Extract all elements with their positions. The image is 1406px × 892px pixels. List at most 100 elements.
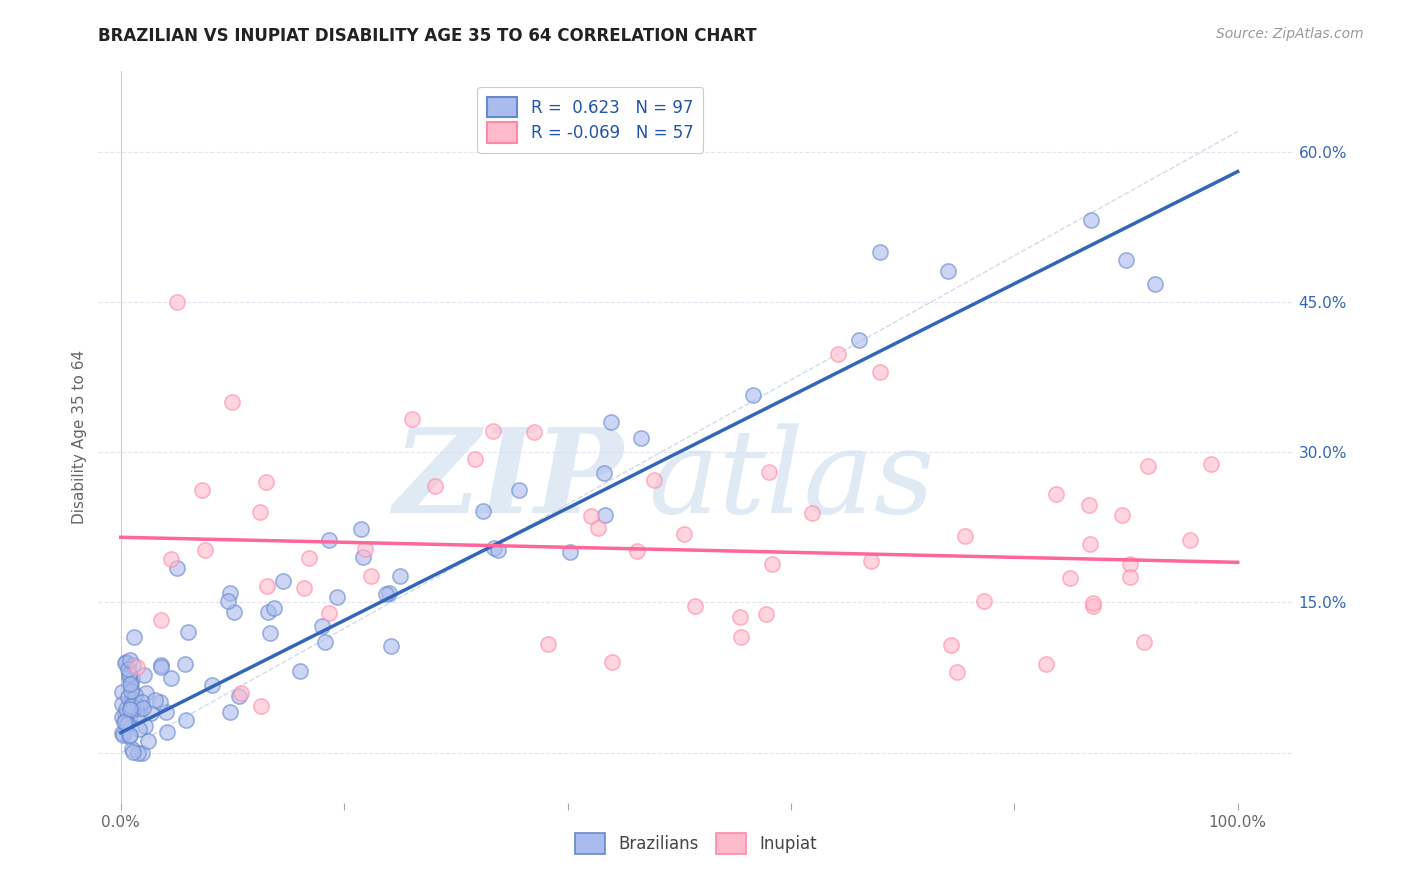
Point <box>117 729 139 743</box>
Point <box>128 722 150 736</box>
Point <box>117 667 139 681</box>
Point <box>166 294 188 309</box>
Point <box>263 601 285 615</box>
Point <box>1080 212 1102 227</box>
Point <box>111 710 134 724</box>
Point <box>115 702 138 716</box>
Point <box>869 365 891 379</box>
Point <box>122 693 145 707</box>
Point <box>1081 599 1104 613</box>
Point <box>114 714 136 728</box>
Point <box>1201 457 1223 471</box>
Point <box>588 521 610 535</box>
Point <box>488 542 510 557</box>
Point <box>375 587 398 601</box>
Point <box>630 430 652 444</box>
Point <box>318 533 340 548</box>
Point <box>1136 459 1159 474</box>
Point <box>156 724 179 739</box>
Point <box>221 395 243 409</box>
Point <box>117 690 139 704</box>
Point <box>194 543 217 558</box>
Point <box>155 705 177 719</box>
Point <box>352 549 374 564</box>
Point <box>271 574 294 589</box>
Point <box>325 590 347 604</box>
Point <box>288 664 311 678</box>
Point <box>122 630 145 644</box>
Point <box>1035 657 1057 671</box>
Point <box>1078 537 1101 551</box>
Point <box>464 451 486 466</box>
Point <box>973 594 995 608</box>
Point <box>127 659 149 673</box>
Point <box>111 725 134 739</box>
Point <box>742 388 765 402</box>
Point <box>472 504 495 518</box>
Point <box>125 700 148 714</box>
Point <box>292 581 315 595</box>
Point <box>118 701 141 715</box>
Point <box>1119 558 1142 572</box>
Point <box>482 424 505 438</box>
Text: BRAZILIAN VS INUPIAT DISABILITY AGE 35 TO 64 CORRELATION CHART: BRAZILIAN VS INUPIAT DISABILITY AGE 35 T… <box>98 27 756 45</box>
Point <box>128 706 150 721</box>
Point <box>120 677 142 691</box>
Point <box>946 665 969 680</box>
Point <box>118 653 141 667</box>
Point <box>141 706 163 721</box>
Point <box>121 703 143 717</box>
Point <box>593 508 616 522</box>
Point <box>1143 277 1166 292</box>
Text: ZIP: ZIP <box>394 424 624 539</box>
Point <box>121 741 143 756</box>
Point <box>120 699 142 714</box>
Point <box>111 685 134 699</box>
Point <box>626 544 648 558</box>
Point <box>177 625 200 640</box>
Point <box>673 527 696 541</box>
Y-axis label: Disability Age 35 to 64: Disability Age 35 to 64 <box>72 350 87 524</box>
Point <box>350 522 373 536</box>
Point <box>118 728 141 742</box>
Point <box>120 709 142 723</box>
Point <box>254 475 277 489</box>
Point <box>131 746 153 760</box>
Point <box>560 544 582 558</box>
Text: Source: ZipAtlas.com: Source: ZipAtlas.com <box>1216 27 1364 41</box>
Point <box>869 244 891 259</box>
Point <box>159 551 181 566</box>
Point <box>114 657 136 671</box>
Point <box>249 505 271 519</box>
Point <box>423 479 446 493</box>
Point <box>111 697 134 711</box>
Point <box>1045 486 1067 500</box>
Point <box>166 560 188 574</box>
Point <box>256 579 278 593</box>
Point <box>600 415 623 429</box>
Point <box>118 670 141 684</box>
Point <box>311 619 333 633</box>
Point <box>134 719 156 733</box>
Point <box>191 483 214 498</box>
Point <box>219 585 242 599</box>
Point <box>121 693 143 707</box>
Point <box>1078 498 1101 512</box>
Point <box>1178 533 1201 547</box>
Point <box>149 613 172 627</box>
Point <box>643 473 665 487</box>
Point <box>132 701 155 715</box>
Point <box>761 558 783 572</box>
Point <box>149 660 172 674</box>
Legend: Brazilians, Inupiat: Brazilians, Inupiat <box>568 827 824 860</box>
Point <box>758 465 780 479</box>
Point <box>360 569 382 583</box>
Point <box>318 606 340 620</box>
Point <box>380 639 402 653</box>
Point <box>939 638 962 652</box>
Point <box>1081 595 1104 609</box>
Point <box>222 605 245 619</box>
Point <box>121 673 143 687</box>
Point <box>136 733 159 747</box>
Point <box>115 655 138 669</box>
